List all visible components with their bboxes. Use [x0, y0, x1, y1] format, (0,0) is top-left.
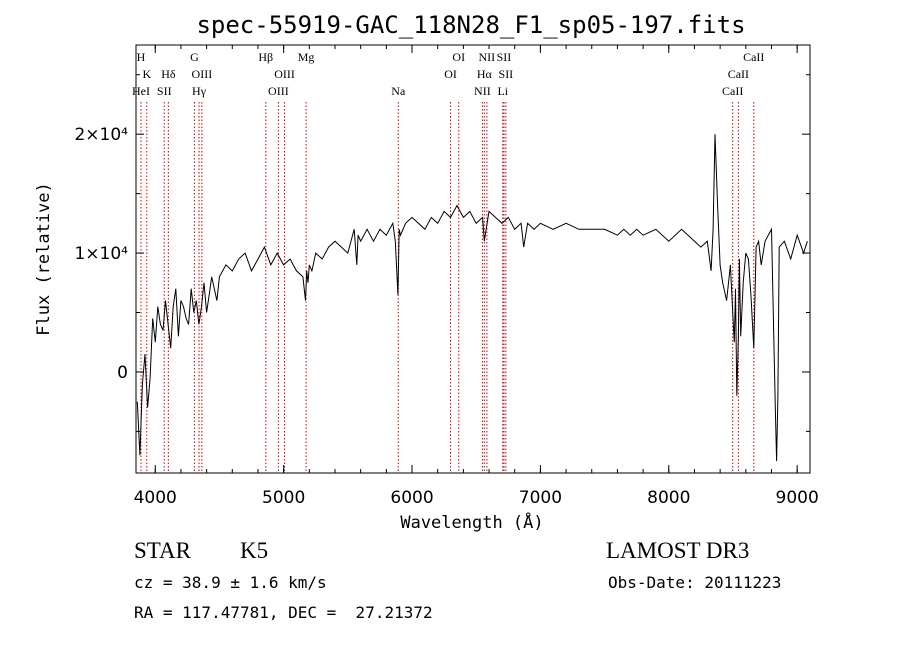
observation-date: Obs-Date: 20111223: [608, 573, 782, 592]
line-label-2: HeI: [132, 84, 150, 98]
redshift-velocity: cz = 38.9 ± 1.6 km/s: [134, 573, 327, 592]
object-subclass: K5: [240, 538, 269, 563]
x-tick-label-4: 8000: [647, 488, 690, 508]
plot-frame: [135, 44, 811, 474]
coordinates: RA = 117.47781, DEC = 27.21372: [134, 603, 433, 622]
line-label-15: NII: [479, 50, 496, 64]
line-label-4: Hδ: [161, 67, 176, 81]
line-label-9: OIII: [274, 67, 295, 81]
y-axis-ticks: 0 1×10⁴ 2×10⁴: [74, 74, 810, 432]
spectrum-line: [136, 134, 808, 462]
chart-title: spec-55919-GAC_118N28_F1_sp05-197.fits: [196, 11, 745, 39]
line-label-14: OI: [444, 67, 457, 81]
x-tick-label-5: 9000: [776, 488, 819, 508]
line-label-16: SII: [497, 50, 512, 64]
survey-name: LAMOST DR3: [606, 538, 750, 563]
line-label-20: Li: [497, 84, 508, 98]
line-label-3: SII: [157, 84, 172, 98]
line-label-12: Na: [391, 84, 406, 98]
line-label-5: G: [190, 50, 199, 64]
y-axis-label: Flux (relative): [34, 182, 54, 336]
line-label-19: NII: [474, 84, 491, 98]
line-label-1: K: [142, 67, 151, 81]
line-label-10: OIII: [268, 84, 289, 98]
line-label-0: H: [137, 50, 146, 64]
line-label-6: OIII: [192, 67, 213, 81]
object-class: STAR: [134, 538, 191, 563]
x-tick-label-3: 7000: [519, 488, 562, 508]
line-label-18: SII: [499, 67, 514, 81]
line-label-11: Mg: [298, 50, 315, 64]
line-label-7: Hγ: [192, 84, 207, 98]
x-axis-ticks: 4000 5000 6000 7000 8000 9000: [134, 45, 819, 508]
y-tick-label-2: 2×10⁴: [74, 125, 128, 145]
x-tick-label-1: 5000: [262, 488, 305, 508]
line-label-23: CaII: [722, 84, 743, 98]
line-label-13: OI: [452, 50, 465, 64]
x-tick-label-0: 4000: [134, 488, 177, 508]
line-label-21: CaII: [743, 50, 764, 64]
x-tick-label-2: 6000: [390, 488, 433, 508]
line-label-22: CaII: [728, 67, 749, 81]
line-label-17: Hα: [477, 67, 493, 81]
y-tick-label-0: 0: [117, 363, 128, 383]
y-tick-label-1: 1×10⁴: [74, 244, 128, 264]
line-label-8: Hβ: [258, 50, 273, 64]
x-axis-label: Wavelength (Å): [400, 511, 543, 533]
